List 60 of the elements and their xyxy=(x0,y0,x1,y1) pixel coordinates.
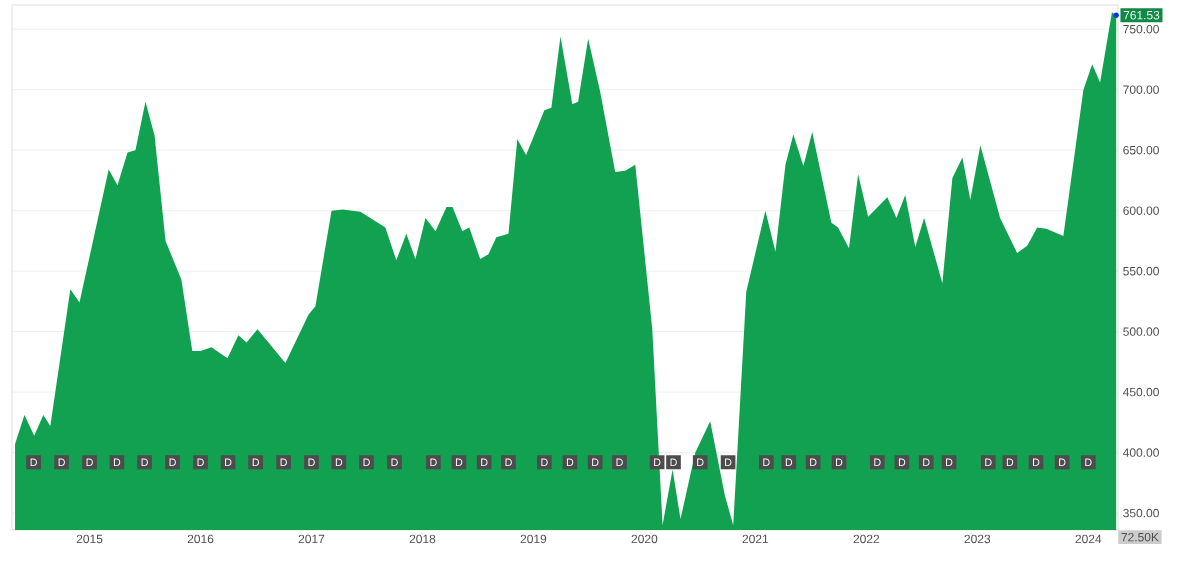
annotation: D xyxy=(985,458,992,466)
x-tick-label: 2020 xyxy=(631,534,658,544)
y-tick-label: 650.00 xyxy=(1123,145,1159,155)
annotation: D xyxy=(810,458,817,466)
annotation: D xyxy=(1085,458,1092,466)
annotation: D xyxy=(670,458,677,466)
annotation: D xyxy=(30,458,37,466)
x-tick-label: 2021 xyxy=(742,534,769,544)
x-tick-label: 2016 xyxy=(187,534,214,544)
data-label: 761.53 xyxy=(1123,10,1160,20)
x-tick-label: 2022 xyxy=(853,534,880,544)
annotation: D xyxy=(616,458,623,466)
annotation: D xyxy=(946,458,953,466)
annotation: D xyxy=(541,458,548,466)
y-tick-label: 700.00 xyxy=(1123,85,1159,94)
x-tick-label: 2023 xyxy=(964,534,991,544)
annotation: D xyxy=(455,458,463,466)
text: 72.50K xyxy=(1121,532,1159,542)
y-tick-label: 600.00 xyxy=(1123,206,1159,215)
annotation: D xyxy=(197,458,204,466)
x-tick-label: 2017 xyxy=(298,534,325,544)
annotation: D xyxy=(481,458,488,466)
annotation: D xyxy=(874,458,881,466)
annotation: D xyxy=(923,458,930,466)
annotation: D xyxy=(505,458,512,466)
annotation: D xyxy=(225,458,232,466)
annotation: D xyxy=(785,458,793,466)
annotation: D xyxy=(86,458,93,466)
annotation: D xyxy=(697,458,704,466)
y-tick-label: 750.00 xyxy=(1123,24,1159,34)
annotation: D xyxy=(280,458,287,466)
annotation: D xyxy=(1059,458,1066,466)
annotation: D xyxy=(592,458,599,466)
annotation: D xyxy=(1033,458,1040,466)
annotation: D xyxy=(836,458,843,466)
y-tick-label: 450.00 xyxy=(1122,387,1159,397)
x-tick-label: 2024 xyxy=(1075,534,1102,544)
y-tick-label: 400.00 xyxy=(1122,448,1159,457)
annotation: D xyxy=(363,458,370,466)
y-tick-label: 350.00 xyxy=(1123,508,1159,518)
annotation: D xyxy=(308,458,315,466)
annotation: D xyxy=(391,458,398,466)
x-tick-label: 2019 xyxy=(520,534,547,544)
annotation: D xyxy=(430,458,437,466)
annotation: D xyxy=(113,458,121,466)
annotation: D xyxy=(725,458,732,466)
annotation: D xyxy=(1006,458,1014,466)
x-tick-label: 2018 xyxy=(409,534,436,544)
x-tick-label: 2015 xyxy=(76,534,103,544)
y-tick-label: 500.00 xyxy=(1123,327,1159,336)
annotation: D xyxy=(566,458,574,466)
annotation: D xyxy=(141,458,148,466)
annotation: D xyxy=(58,458,65,466)
annotation: D xyxy=(654,458,661,466)
annotation: D xyxy=(335,458,343,466)
annotation: D xyxy=(252,458,260,466)
annotation: D xyxy=(169,458,176,466)
annotation: D xyxy=(763,458,770,466)
annotation: D xyxy=(898,458,906,466)
y-tick-label: 550.00 xyxy=(1123,266,1159,276)
